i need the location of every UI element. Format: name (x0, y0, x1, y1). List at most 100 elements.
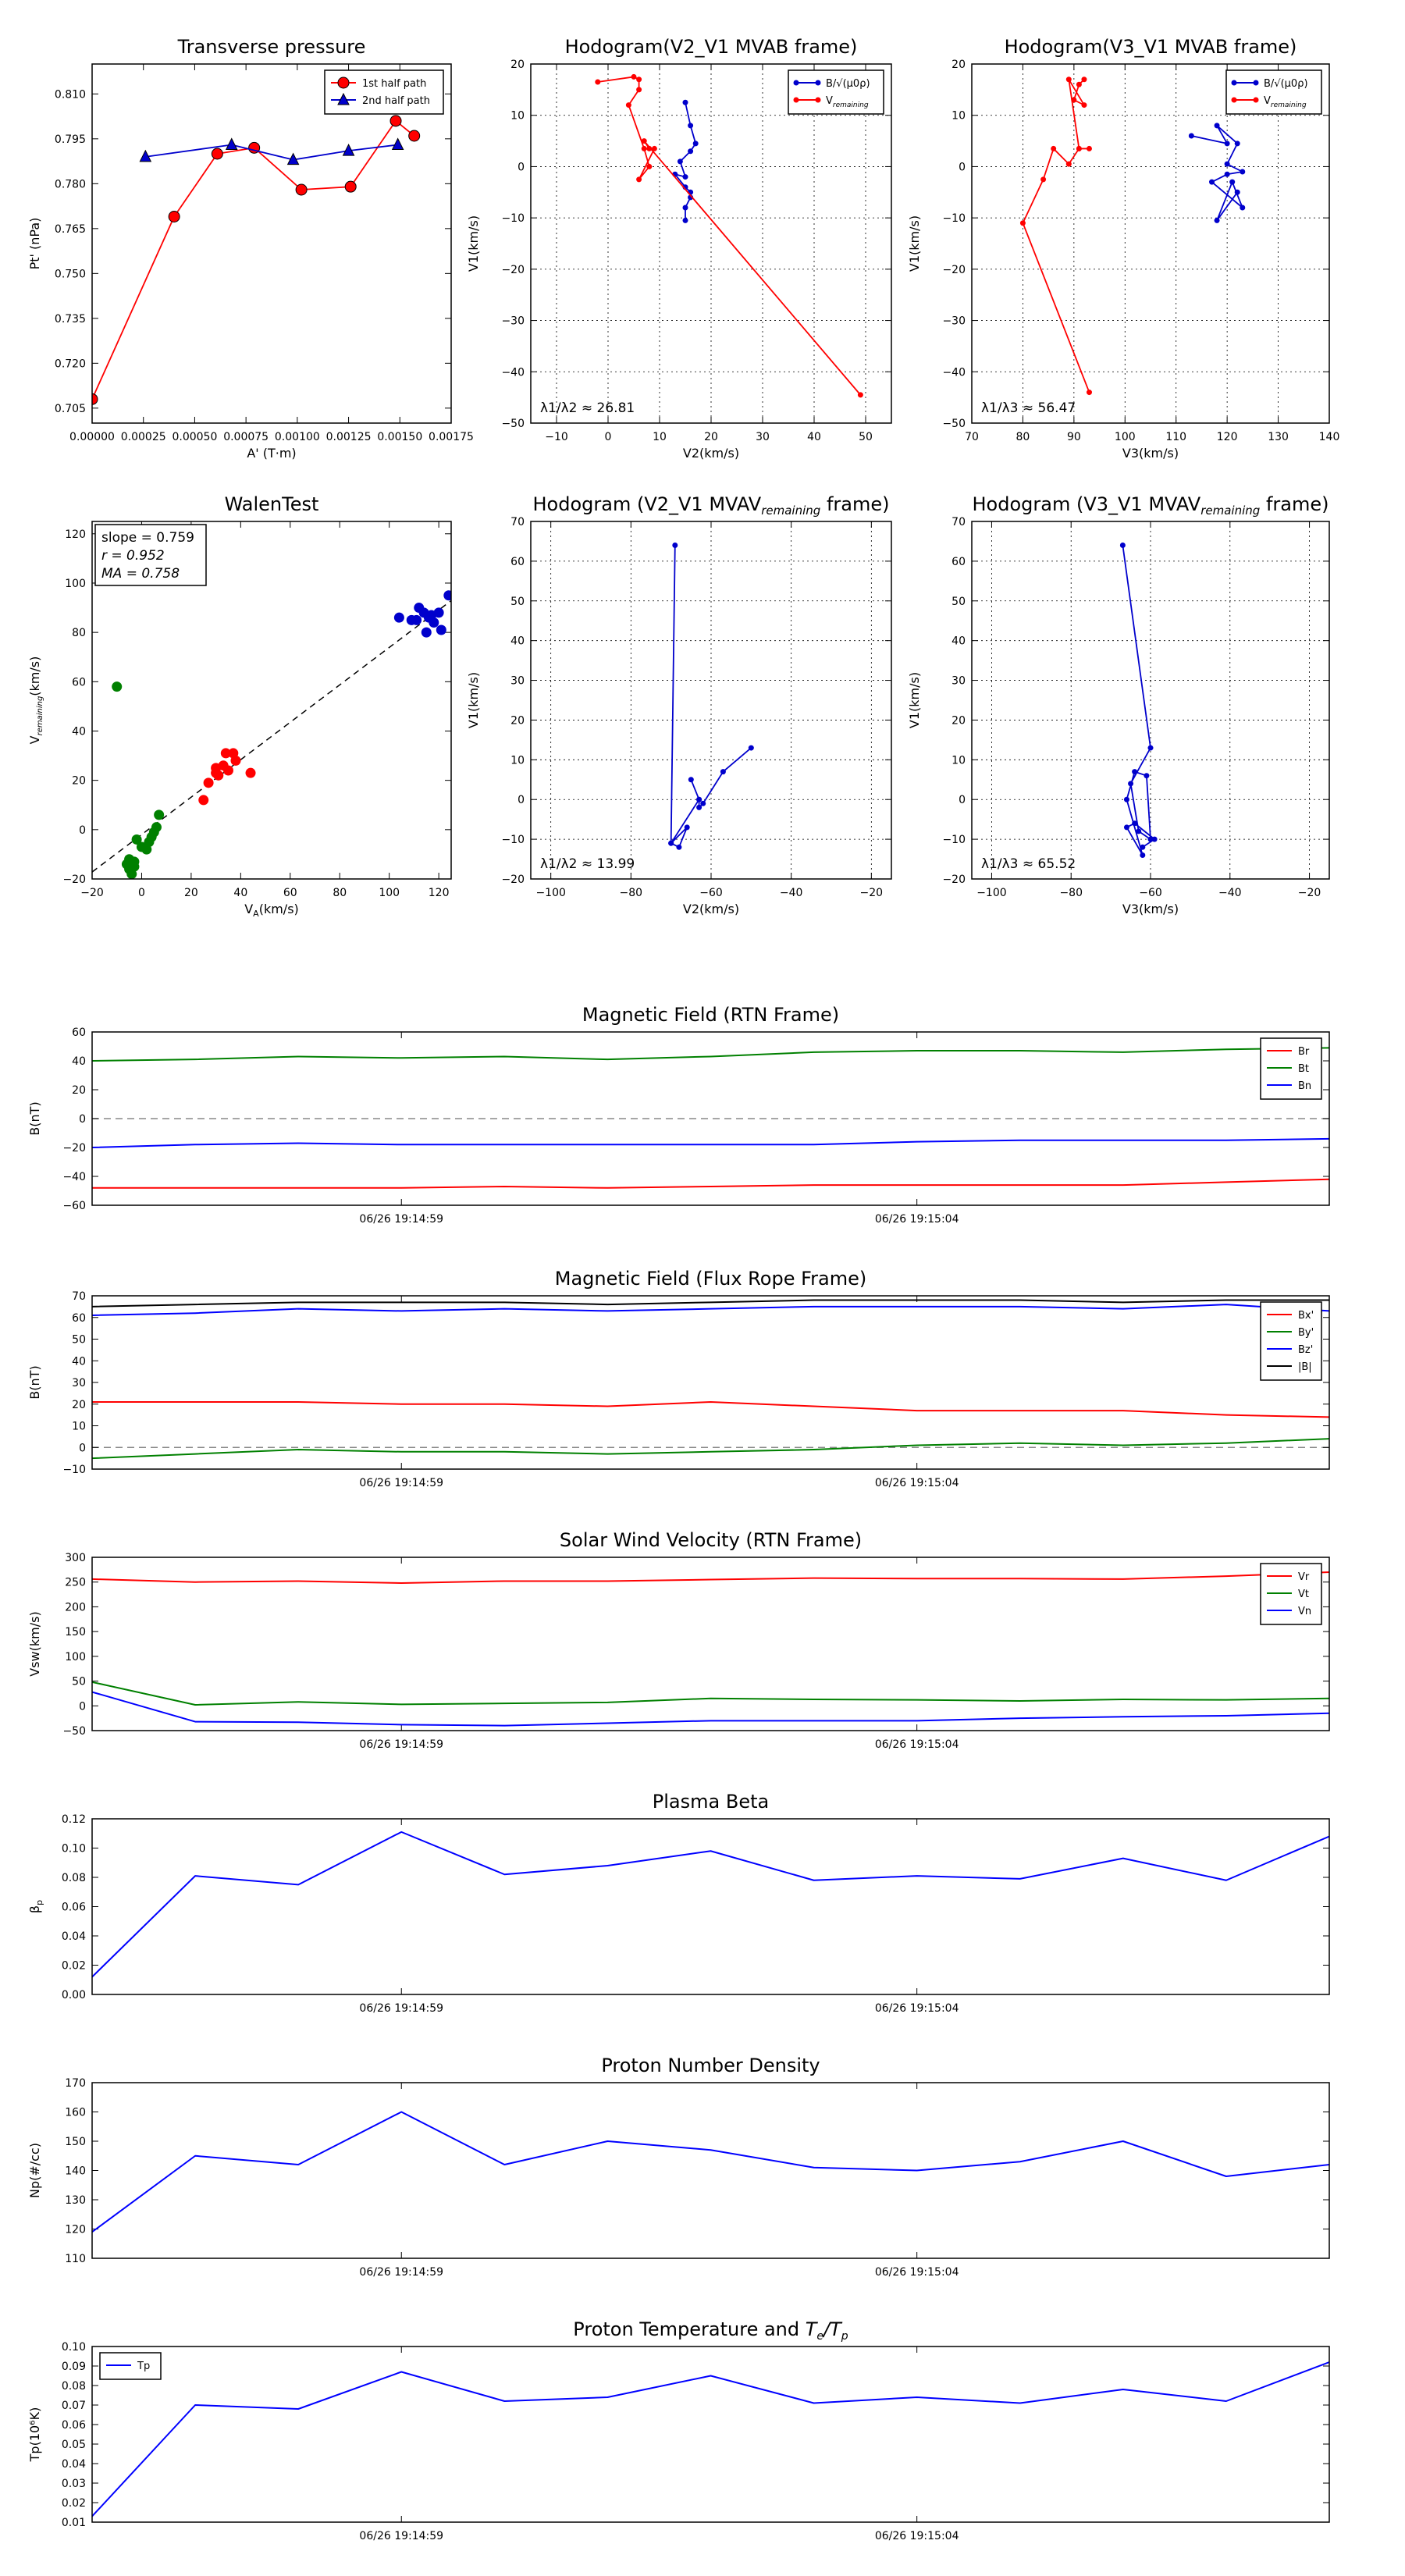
y-tick-label: 0.765 (55, 223, 86, 236)
x-tick-label: 110 (1165, 431, 1186, 443)
data-point (857, 392, 863, 398)
y-tick-label: 0.780 (55, 178, 86, 190)
data-point (688, 777, 694, 783)
series-line-1 (597, 76, 862, 396)
data-point (1229, 179, 1236, 185)
y-tick-label: −60 (62, 1200, 86, 1212)
data-point (391, 137, 404, 150)
y-tick-label: 120 (65, 528, 86, 541)
data-point (793, 97, 799, 103)
x-axis-label: V3(km/s) (1122, 902, 1179, 916)
data-point (696, 804, 702, 810)
data-point (211, 148, 223, 160)
data-point (700, 800, 706, 806)
x-tick-label: −20 (1298, 887, 1321, 899)
series-line-1 (92, 1681, 1329, 1706)
data-point (131, 834, 142, 845)
data-layer (92, 590, 451, 879)
data-point (344, 180, 357, 193)
y-tick-label: 60 (951, 556, 966, 568)
chart-title: WalenTest (225, 493, 319, 515)
legend: Br Bt Bn (1260, 1037, 1322, 1100)
x-label-subscript: A (253, 909, 259, 919)
data-point (682, 99, 688, 105)
data-point (668, 840, 674, 846)
x-tick-label: 120 (429, 887, 450, 899)
data-point (112, 681, 123, 692)
series-line-2 (92, 1304, 1329, 1316)
y-tick-label: −20 (942, 264, 966, 276)
x-tick-label: 06/26 19:15:04 (875, 2530, 959, 2542)
y-tick-label: −10 (501, 212, 525, 225)
data-point (720, 769, 726, 775)
y-tick-label: 120 (65, 2224, 86, 2236)
data-point (429, 617, 439, 628)
data-point (1214, 123, 1220, 129)
chart-np: 06/26 19:14:59 06/26 19:15:04 110 120 130 140… (27, 2055, 1330, 2279)
series-line-2 (92, 1691, 1329, 1727)
series-line-0 (1191, 124, 1243, 222)
y-tick-label: −40 (62, 1171, 86, 1183)
plot-frame (91, 63, 452, 424)
data-point (1086, 390, 1092, 396)
x-tick-label: 06/26 19:15:04 (875, 1213, 959, 1226)
data-point (411, 614, 422, 625)
y-tick-label: 150 (65, 2136, 86, 2148)
data-point (1253, 80, 1259, 86)
chart-h3: −100 −80 −60 −40 −20−20−10010203040506070Hod… (466, 493, 892, 916)
y-tick-label: 0.06 (62, 1902, 86, 1914)
data-point (443, 590, 451, 601)
y-tick-label: 0.08 (62, 2380, 86, 2393)
y-tick-label: 160 (65, 2107, 86, 2119)
data-point (337, 76, 350, 89)
data-point (225, 137, 238, 150)
series-line-0 (92, 1571, 1329, 1584)
y-tick-label: 10 (72, 1421, 86, 1433)
x-tick-label: 40 (807, 431, 821, 443)
data-point (1128, 781, 1134, 787)
y-label-subscript: remaining (36, 696, 44, 736)
x-tick-label: 06/26 19:15:04 (875, 2002, 959, 2015)
x-tick-label: 06/26 19:14:59 (359, 2002, 443, 2015)
y-tick-label: 30 (510, 675, 525, 688)
chart-mf_fr: 06/26 19:14:59 06/26 19:15:04 −10 0 10 20 30 40… (27, 1268, 1330, 1489)
y-axis-label: βp (27, 1900, 44, 1913)
legend-frame (788, 69, 884, 115)
data-point (595, 79, 601, 85)
y-axis-label: Vremaining(km/s) (27, 656, 44, 745)
y-tick-label: 0 (959, 794, 966, 806)
y-tick-label: 20 (72, 1084, 86, 1097)
data-point (436, 624, 446, 635)
y-tick-label: 0.08 (62, 1872, 86, 1884)
data-point (203, 777, 214, 788)
data-point (684, 824, 690, 831)
y-tick-label: 0 (518, 794, 525, 806)
x-tick-label: −60 (1139, 887, 1162, 899)
chart-title: Magnetic Field (RTN Frame) (582, 1004, 839, 1026)
y-tick-label: 140 (65, 2165, 86, 2178)
data-point (636, 87, 642, 93)
data-point (433, 607, 444, 618)
x-tick-label: 60 (283, 887, 297, 899)
y-tick-label: 40 (72, 1055, 86, 1068)
plot-frame (91, 2082, 1330, 2259)
x-axis-label: V2(km/s) (683, 902, 739, 916)
data-point (1240, 205, 1246, 211)
title-part: frame) (820, 493, 889, 515)
y-tick-label: −50 (501, 418, 525, 430)
data-point (696, 796, 702, 802)
title-subscript: remaining (1200, 503, 1260, 518)
chart-beta: 06/26 19:14:59 06/26 19:15:04 0.00 0.02 0.04… (27, 1791, 1330, 2015)
title-subscript: p (841, 2330, 848, 2343)
y-tick-label: 60 (72, 1312, 86, 1325)
y-tick-label: 0.10 (62, 2341, 86, 2354)
y-tick-label: 40 (951, 635, 966, 648)
legend-label-0: Vr (1298, 1571, 1310, 1583)
data-point (1132, 769, 1138, 775)
y-axis-label: V1(km/s) (466, 215, 481, 272)
data-point (1065, 76, 1072, 83)
data-point (126, 869, 137, 879)
legend-label-1: Bt (1298, 1063, 1309, 1075)
chart-title: Hodogram(V2_V1 MVAB frame) (565, 36, 858, 58)
data-point (793, 80, 799, 86)
